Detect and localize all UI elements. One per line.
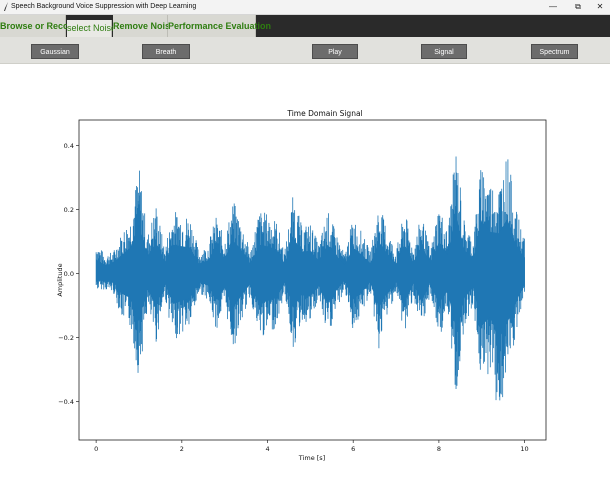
y-axis: −0.4 −0.2 0.0 0.2 0.4 [58, 142, 79, 406]
y-tick-label: 0.0 [64, 270, 74, 278]
waveform-series [95, 156, 525, 401]
tab-bar: Browse or Record select Noise Remove Noi… [0, 15, 610, 37]
tab-performance-evaluation[interactable]: Performance Evaluation [168, 15, 271, 37]
tab-browse-or-record[interactable]: Browse or Record [0, 15, 78, 37]
x-tick-label: 2 [180, 445, 184, 453]
close-button[interactable]: ✕ [596, 2, 604, 11]
feather-app-icon [4, 2, 8, 11]
minimize-button[interactable]: — [549, 2, 557, 11]
breath-button[interactable]: Breath [142, 44, 190, 59]
y-tick-label: 0.2 [64, 206, 74, 214]
window-title: Speech Background Voice Suppression with… [11, 3, 197, 10]
title-bar: Speech Background Voice Suppression with… [0, 0, 610, 15]
x-axis: 0 2 4 6 8 10 [94, 440, 529, 453]
spectrum-button[interactable]: Spectrum [531, 44, 578, 59]
tab-select-noise[interactable]: select Noise [67, 20, 116, 37]
y-tick-label: −0.4 [58, 398, 74, 406]
x-axis-label: Time [s] [298, 454, 325, 462]
gaussian-button[interactable]: Gaussian [31, 44, 79, 59]
x-tick-label: 0 [94, 445, 98, 453]
x-tick-label: 10 [520, 445, 528, 453]
signal-button[interactable]: Signal [421, 44, 467, 59]
play-button[interactable]: Play [312, 44, 358, 59]
tab-remove-noise[interactable]: Remove Noise [113, 15, 175, 37]
x-tick-label: 6 [351, 445, 355, 453]
x-tick-label: 4 [265, 445, 269, 453]
y-tick-label: 0.4 [64, 142, 74, 150]
x-tick-label: 8 [437, 445, 441, 453]
y-tick-label: −0.2 [58, 334, 74, 342]
plot-area: Time Domain Signal 0 2 4 6 8 10 −0.4 −0.2 0.0 0.… [0, 64, 610, 490]
time-domain-chart: Time Domain Signal 0 2 4 6 8 10 −0.4 −0.2 0.0 0.… [56, 109, 547, 462]
waveform-body [96, 216, 525, 340]
toolbar: Gaussian Breath Play Signal Spectrum [0, 37, 610, 64]
restore-button[interactable]: ⧉ [575, 2, 581, 11]
chart-title: Time Domain Signal [286, 109, 362, 118]
y-axis-label: Amplitude [56, 263, 64, 296]
